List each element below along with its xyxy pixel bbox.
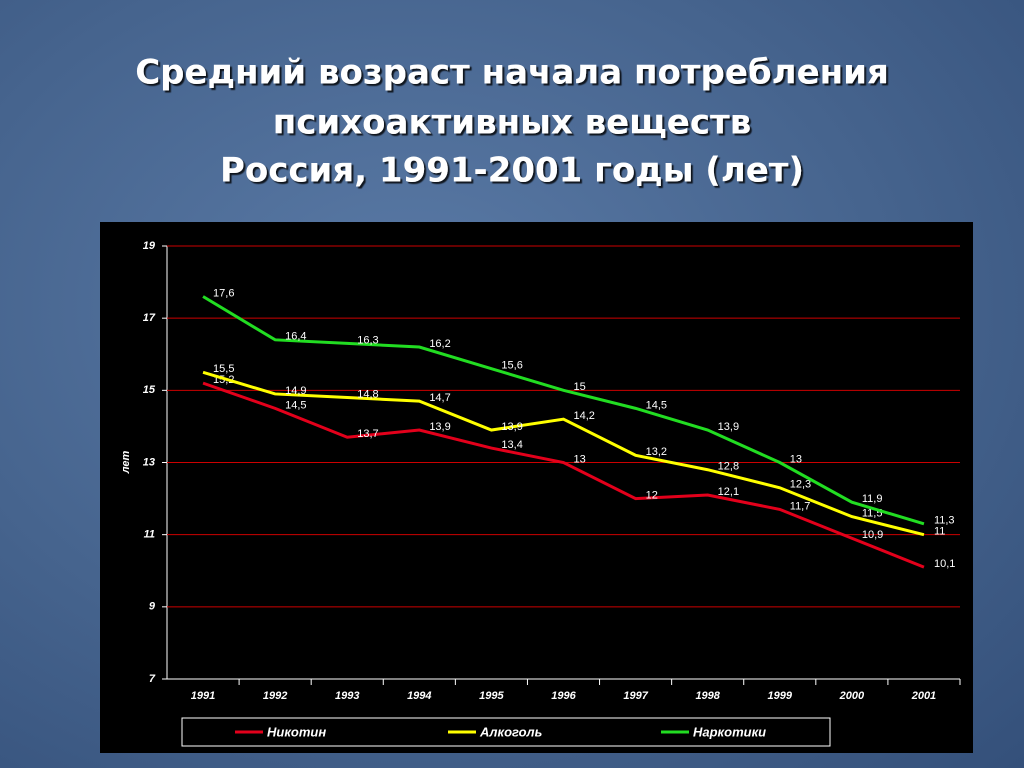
- data-label: 14,5: [285, 399, 306, 411]
- data-label: 10,9: [862, 529, 883, 541]
- y-tick-label: 7: [149, 673, 156, 685]
- data-label: 15: [574, 381, 586, 393]
- x-tick-label: 1993: [335, 690, 359, 702]
- data-label: 13,9: [429, 421, 450, 433]
- chart-title: психоактивных веществ: [273, 103, 751, 143]
- data-label: 13,9: [718, 421, 739, 433]
- data-label: 12,8: [718, 461, 739, 473]
- legend-label: Алкоголь: [479, 724, 542, 739]
- y-tick-label: 15: [143, 384, 156, 396]
- x-tick-label: 1994: [407, 690, 431, 702]
- y-axis-label: лет: [120, 450, 132, 474]
- data-label: 13,7: [357, 428, 378, 440]
- data-label: 13,9: [501, 421, 522, 433]
- data-label: 15,5: [213, 363, 234, 375]
- data-label: 13: [574, 453, 586, 465]
- data-label: 16,4: [285, 331, 306, 343]
- chart-title: Россия, 1991-2001 годы (лет): [220, 151, 804, 191]
- line: [202, 381, 925, 569]
- legend-label: Никотин: [267, 724, 326, 739]
- x-tick-label: 2001: [911, 690, 936, 702]
- y-tick-label: 9: [149, 601, 156, 613]
- y-tick-label: 19: [143, 240, 156, 252]
- data-label: 14,9: [285, 385, 306, 397]
- x-tick-label: 1995: [479, 690, 504, 702]
- data-label: 11,9: [862, 493, 883, 505]
- legend: [181, 717, 831, 747]
- data-label: 14,5: [646, 399, 667, 411]
- data-label: 10,1: [934, 558, 955, 570]
- line: [202, 295, 925, 526]
- y-tick-label: 11: [144, 529, 155, 541]
- y-tick-label: 13: [143, 456, 155, 468]
- data-label: 13: [790, 453, 802, 465]
- chart-title: Средний возраст начала потребления: [135, 53, 889, 93]
- x-tick-label: 1996: [551, 690, 576, 702]
- x-tick-label: 1997: [623, 690, 648, 702]
- x-tick-label: 1991: [191, 690, 215, 702]
- data-label: 11,7: [790, 500, 811, 512]
- data-label: 12,3: [790, 479, 811, 491]
- data-label: 15,6: [501, 360, 522, 372]
- chart-area: [100, 222, 973, 753]
- data-label: 14,7: [429, 392, 450, 404]
- data-label: 17,6: [213, 287, 234, 299]
- data-label: 14,2: [574, 410, 595, 422]
- data-label: 16,2: [429, 338, 450, 350]
- x-tick-label: 1999: [768, 690, 793, 702]
- data-label: 11: [934, 526, 945, 538]
- data-label: 16,3: [357, 334, 378, 346]
- data-label: 13,2: [646, 446, 667, 458]
- data-label: 13,4: [501, 439, 522, 451]
- legend-label: Наркотики: [693, 724, 766, 739]
- x-tick-label: 2000: [839, 690, 865, 702]
- x-tick-label: 1998: [695, 690, 720, 702]
- line: [202, 370, 925, 537]
- x-tick-label: 1992: [263, 690, 287, 702]
- y-tick-label: 17: [143, 312, 156, 324]
- data-label: 11,3: [934, 515, 955, 527]
- data-label: 14,8: [357, 388, 378, 400]
- data-label: 12,1: [718, 486, 739, 498]
- data-label: 12: [646, 489, 658, 501]
